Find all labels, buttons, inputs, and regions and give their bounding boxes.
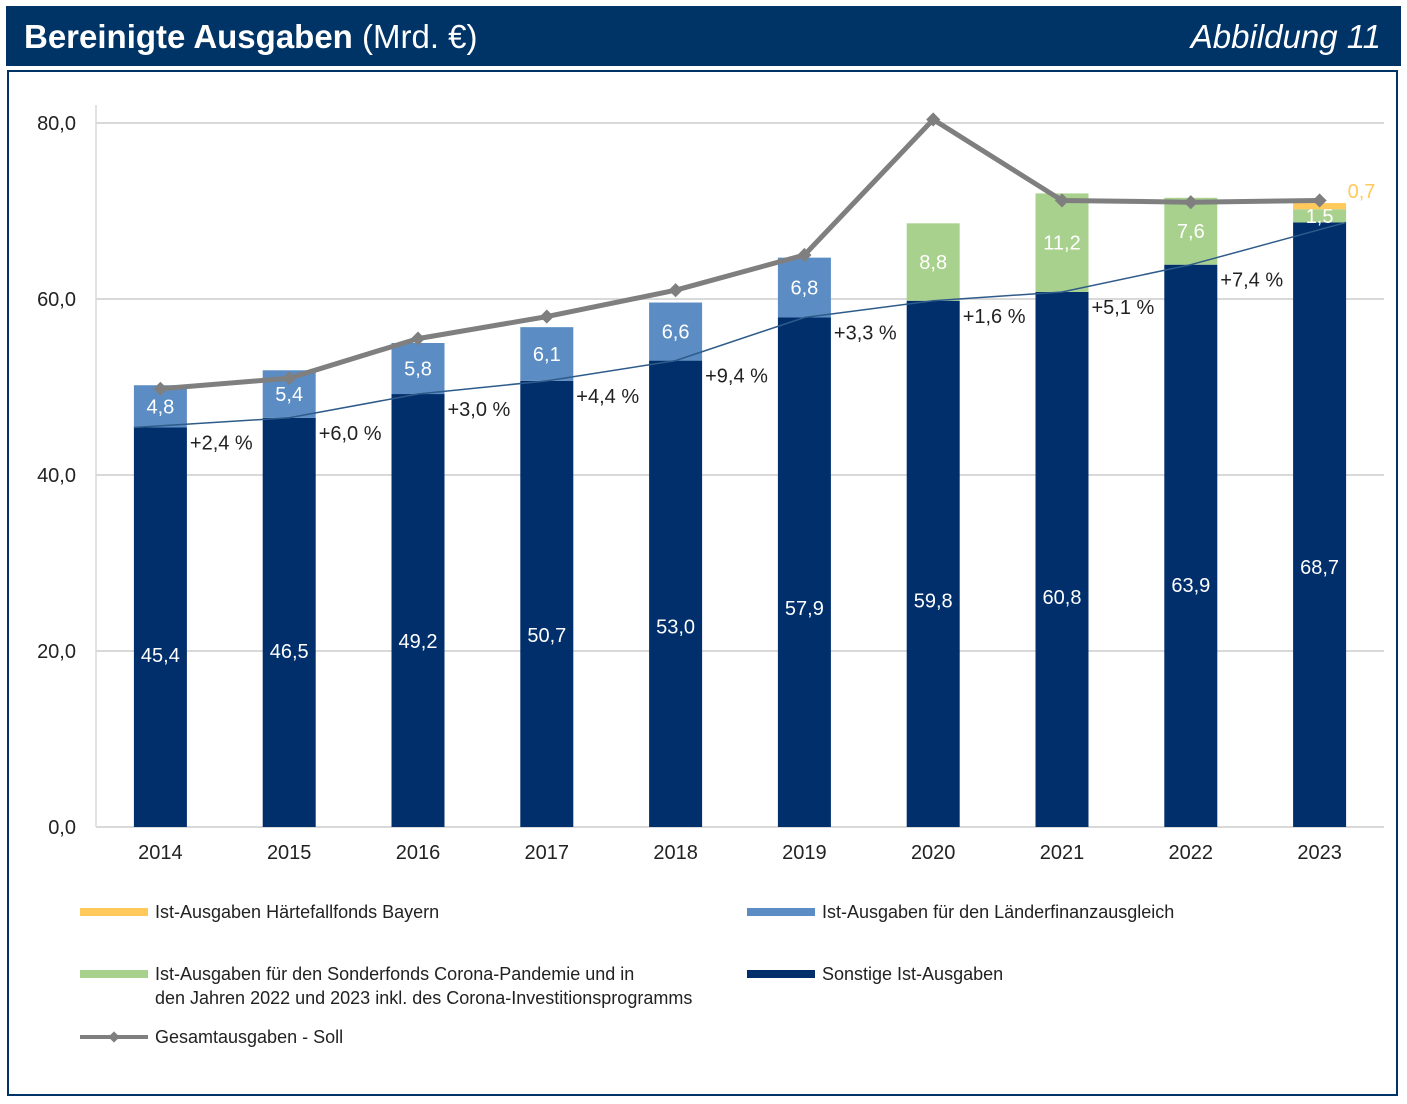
data-label-sonstige-2014: 45,4	[141, 645, 180, 667]
chart-title: Bereinigte Ausgaben (Mrd. €)	[24, 18, 478, 55]
y-tick-label: 20,0	[37, 641, 76, 663]
soll-line	[160, 116, 1320, 392]
data-label-laenderfinanz-2017: 6,1	[533, 344, 561, 366]
bar-laenderfinanz-2017	[520, 327, 574, 381]
bar-sonstige-2015	[262, 417, 316, 827]
soll-marker-2020	[926, 112, 941, 127]
growth-label-2020: +1,6 %	[963, 306, 1026, 328]
bar-corona-2021	[1035, 193, 1089, 292]
bar-sonstige-2018	[649, 360, 703, 827]
soll-marker-2018	[668, 283, 683, 298]
data-label-corona-2023: 1,5	[1306, 206, 1334, 228]
x-tick-label-2014: 2014	[138, 842, 183, 864]
data-label-sonstige-2018: 53,0	[656, 616, 695, 638]
x-tick-label-2021: 2021	[1040, 842, 1085, 864]
legend-label-laenderfinanz: Ist-Ausgaben für den Länderfinanzausglei…	[822, 902, 1175, 922]
x-tick-label-2019: 2019	[782, 842, 827, 864]
bar-sonstige-2021	[1035, 291, 1089, 827]
data-label-corona-2022: 7,6	[1177, 221, 1205, 243]
legend-swatch-haertefall	[80, 908, 148, 916]
bar-sonstige-2014	[133, 427, 187, 827]
soll-marker-2014	[153, 381, 168, 396]
growth-label-2015: +6,0 %	[319, 423, 382, 445]
bar-laenderfinanz-2018	[649, 302, 703, 361]
data-label-sonstige-2015: 46,5	[270, 641, 309, 663]
data-label-sonstige-2022: 63,9	[1171, 575, 1210, 597]
legend-label-haertefall: Ist-Ausgaben Härtefallfonds Bayern	[155, 902, 440, 922]
bar-corona-2020	[906, 223, 960, 301]
legend-label-soll: Gesamtausgaben - Soll	[155, 1027, 344, 1047]
bar-laenderfinanz-2016	[391, 343, 445, 395]
data-label-laenderfinanz-2019: 6,8	[790, 278, 818, 300]
x-tick-label-2023: 2023	[1297, 842, 1342, 864]
soll-marker-2016	[410, 331, 426, 346]
bar-sonstige-2019	[777, 317, 831, 827]
x-tick-label-2016: 2016	[396, 842, 441, 864]
figure-label: Abbildung 11	[1190, 18, 1381, 55]
legend-label-corona-line2: den Jahren 2022 und 2023 inkl. des Coron…	[155, 988, 693, 1008]
bar-sonstige-2016	[391, 394, 445, 827]
stacked-bar-chart: 0,0 20,0 40,0 60,0 80,0 45,4 4,8 2014 46,5 5,4 201…	[37, 105, 1384, 864]
soll-marker-2019	[797, 247, 812, 263]
data-label-laenderfinanz-2018: 6,6	[662, 322, 690, 344]
soll-marker-2022	[1183, 195, 1198, 210]
bar-laenderfinanz-2019	[777, 257, 831, 318]
growth-label-2021: +5,1 %	[1092, 297, 1155, 319]
growth-label-2022: +7,4 %	[1220, 270, 1283, 292]
bar-sonstige-2022	[1164, 264, 1218, 827]
legend-swatch-laenderfinanz	[747, 908, 815, 916]
legend-label-sonstige: Sonstige Ist-Ausgaben	[822, 964, 1004, 984]
chart-frame: 0,0 20,0 40,0 60,0 80,0 45,4 4,8 2014 46,5 5,4 201…	[7, 70, 1398, 1096]
x-tick-label-2018: 2018	[653, 842, 698, 864]
legend-swatch-soll	[80, 1031, 148, 1043]
growth-label-2018: +9,4 %	[705, 366, 768, 388]
soll-marker-2023	[1312, 193, 1327, 208]
data-label-laenderfinanz-2014: 4,8	[146, 396, 174, 418]
x-tick-label-2017: 2017	[525, 842, 570, 864]
y-tick-label: 80,0	[37, 113, 76, 135]
growth-label-2017: +4,4 %	[576, 386, 639, 408]
data-label-laenderfinanz-2016: 5,8	[404, 359, 432, 381]
bar-corona-2023	[1293, 209, 1347, 223]
soll-marker-2015	[282, 371, 297, 386]
growth-label-2016: +3,0 %	[448, 399, 511, 421]
data-label-sonstige-2020: 59,8	[914, 591, 953, 613]
bar-sonstige-2017	[520, 380, 574, 827]
y-tick-label: 40,0	[37, 465, 76, 487]
x-tick-label-2020: 2020	[911, 842, 956, 864]
soll-marker-2021	[1054, 193, 1070, 208]
data-label-sonstige-2023: 68,7	[1300, 557, 1339, 579]
data-label-sonstige-2021: 60,8	[1043, 587, 1082, 609]
data-label-haertefall-2023: 0,7	[1348, 181, 1376, 203]
x-tick-label-2015: 2015	[267, 842, 312, 864]
data-label-sonstige-2016: 49,2	[399, 631, 438, 653]
legend-swatch-sonstige	[747, 970, 815, 978]
data-label-sonstige-2017: 50,7	[527, 625, 566, 647]
data-label-corona-2020: 8,8	[919, 252, 947, 274]
bar-sonstige-2020	[906, 300, 960, 827]
growth-label-2019: +3,3 %	[834, 322, 897, 344]
legend-label-corona-line1: Ist-Ausgaben für den Sonderfonds Corona-…	[155, 964, 635, 984]
figure-header: Bereinigte Ausgaben (Mrd. €) Abbildung 1…	[6, 6, 1401, 66]
bar-sonstige-2023	[1293, 222, 1347, 827]
data-label-laenderfinanz-2015: 5,4	[275, 384, 303, 406]
legend-swatch-corona	[80, 970, 148, 978]
data-label-corona-2021: 11,2	[1043, 233, 1080, 255]
y-tick-label: 0,0	[48, 817, 76, 839]
y-tick-label: 60,0	[37, 289, 76, 311]
soll-marker-2017	[539, 309, 554, 324]
data-label-sonstige-2019: 57,9	[785, 598, 824, 620]
growth-line	[133, 221, 1347, 429]
growth-label-2014: +2,4 %	[190, 432, 253, 454]
x-tick-label-2022: 2022	[1169, 842, 1214, 864]
